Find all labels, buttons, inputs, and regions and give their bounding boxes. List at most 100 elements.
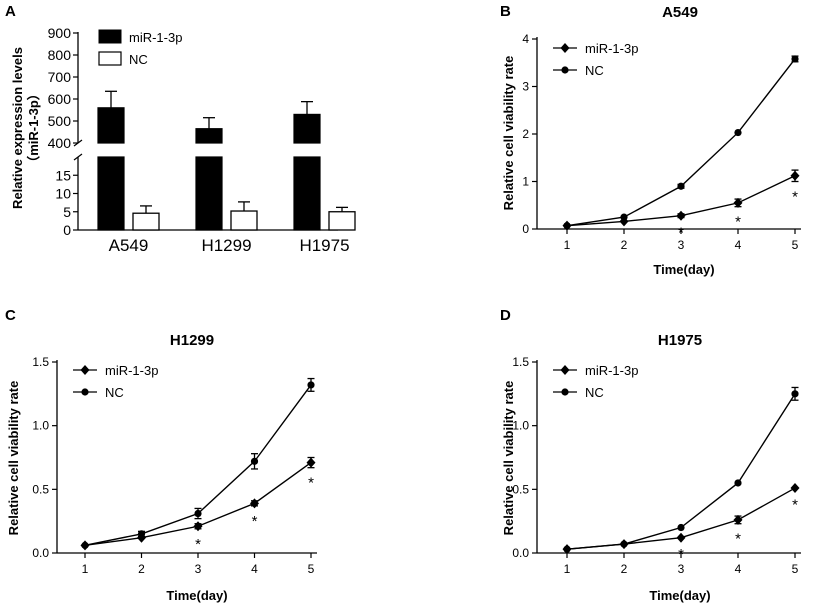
data-point-mir: [733, 514, 743, 525]
panel-b: B A549 Relative cell viability rate Time…: [500, 3, 801, 277]
bar-mir-lower-segment: [195, 156, 223, 231]
y-tick-label: 0.5: [512, 482, 529, 496]
x-tick-label: 1: [564, 562, 571, 576]
legend-label-nc: NC: [585, 63, 604, 78]
panel-b-ylabel: Relative cell viability rate: [501, 56, 516, 211]
x-tick-label: 5: [308, 562, 315, 576]
y-tick-label: 10: [55, 186, 71, 202]
data-point-nc: [791, 390, 799, 398]
y-tick-label: 1.5: [32, 355, 49, 369]
panel-d-plot: 0.0 0.5 1.0 1.5 1 2 3 4 5 * * * miR-1-3p NC: [512, 355, 801, 576]
data-point-nc: [734, 479, 742, 487]
data-point-nc: [307, 381, 315, 389]
y-tick-label: 600: [48, 91, 72, 107]
bar-nc: [132, 212, 160, 231]
y-tick-label: 0: [63, 222, 71, 238]
x-tick-label: H1299: [201, 236, 251, 255]
data-point-mir: [193, 521, 203, 532]
series-line-nc: [566, 58, 796, 227]
data-point-mir: [676, 210, 686, 221]
panel-d-ylabel: Relative cell viability rate: [501, 381, 516, 536]
y-tick-label: 4: [522, 32, 529, 46]
panel-label-a: A: [5, 3, 16, 20]
bar-mir-lower-segment: [97, 156, 125, 231]
x-tick-label: 4: [735, 238, 742, 252]
y-tick-label: 0: [522, 222, 529, 236]
legend-swatch-mir: [98, 29, 122, 44]
bar-nc: [230, 210, 258, 231]
data-point-nc: [677, 182, 685, 190]
significance-star: *: [735, 531, 741, 548]
x-tick-label: 3: [195, 562, 202, 576]
data-point-mir: [733, 197, 743, 208]
y-tick-label: 1.0: [32, 419, 49, 433]
y-tick-label: 5: [63, 204, 71, 220]
data-point-mir: [790, 483, 800, 494]
y-tick-label: 800: [48, 47, 72, 63]
significance-star: *: [308, 475, 314, 492]
legend-marker-mir: [80, 365, 90, 375]
x-tick-label: 5: [792, 562, 799, 576]
legend-marker-mir: [560, 365, 570, 375]
data-point-nc: [791, 55, 799, 63]
panel-b-plot: 0 1 2 3 4 1 2 3 4 5 * * * miR-1-3p NC: [522, 32, 801, 252]
legend-label-nc: NC: [585, 385, 604, 400]
significance-star: *: [735, 214, 741, 231]
legend-marker-nc: [81, 388, 89, 396]
y-tick-label: 1.5: [512, 355, 529, 369]
data-point-nc: [81, 541, 89, 549]
x-tick-label: H1975: [299, 236, 349, 255]
data-point-mir: [250, 498, 259, 509]
panel-b-xlabel: Time(day): [653, 262, 714, 277]
significance-star: *: [678, 546, 684, 563]
legend-label-mir: miR-1-3p: [585, 41, 638, 56]
bar-mir: [293, 113, 321, 144]
panel-d-xlabel: Time(day): [649, 588, 710, 603]
panel-a-bars: [97, 90, 356, 231]
panel-c-ylabel: Relative cell viability rate: [6, 381, 21, 536]
data-point-nc: [250, 457, 259, 465]
x-tick-label: 4: [735, 562, 742, 576]
bar-mir: [97, 107, 125, 144]
panel-c-title: H1299: [170, 332, 214, 349]
legend-marker-nc: [561, 66, 569, 74]
data-point-mir: [306, 457, 316, 468]
y-tick-label: 2: [522, 127, 529, 141]
significance-star: *: [195, 536, 201, 553]
data-point-nc: [194, 509, 202, 518]
legend-label-mir: miR-1-3p: [105, 363, 158, 378]
y-tick-label: 1.0: [512, 419, 529, 433]
x-tick-label: 2: [621, 562, 628, 576]
data-point-nc: [677, 523, 685, 532]
x-tick-label: 3: [678, 238, 685, 252]
legend-label-nc: NC: [105, 385, 124, 400]
significance-star: *: [792, 189, 798, 206]
panel-c: C H1299 Relative cell viability rate Tim…: [5, 307, 317, 603]
y-tick-label: 0.5: [32, 482, 49, 496]
panel-a: A Relative expression levels （miR-1-3p） …: [5, 3, 356, 255]
panel-label-c: C: [5, 307, 16, 324]
y-tick-label: 3: [522, 80, 529, 94]
bar-mir: [195, 128, 223, 144]
x-tick-label: 1: [82, 562, 89, 576]
y-tick-label: 15: [55, 167, 71, 183]
legend-label-mir: miR-1-3p: [129, 30, 182, 45]
axis-break-mark: [73, 153, 83, 161]
legend-marker-mir: [560, 43, 570, 53]
data-point-nc: [137, 530, 146, 538]
y-tick-label: 1: [522, 175, 529, 189]
panel-a-ylabel-line1: Relative expression levels: [10, 47, 25, 209]
y-tick-label: 400: [48, 135, 72, 151]
legend-label-mir: miR-1-3p: [585, 363, 638, 378]
panel-c-plot: 0.0 0.5 1.0 1.5 1 2 3 4 5 * * * miR-1-3p NC: [32, 355, 317, 576]
panel-label-b: B: [500, 3, 511, 20]
significance-star: *: [792, 496, 798, 513]
significance-star: *: [252, 513, 258, 530]
panel-c-xlabel: Time(day): [166, 588, 227, 603]
x-tick-label: 5: [792, 238, 799, 252]
data-point-nc: [620, 540, 628, 548]
series-line-mir: [84, 462, 312, 547]
x-tick-label: 1: [564, 238, 571, 252]
data-point-nc: [563, 222, 571, 230]
